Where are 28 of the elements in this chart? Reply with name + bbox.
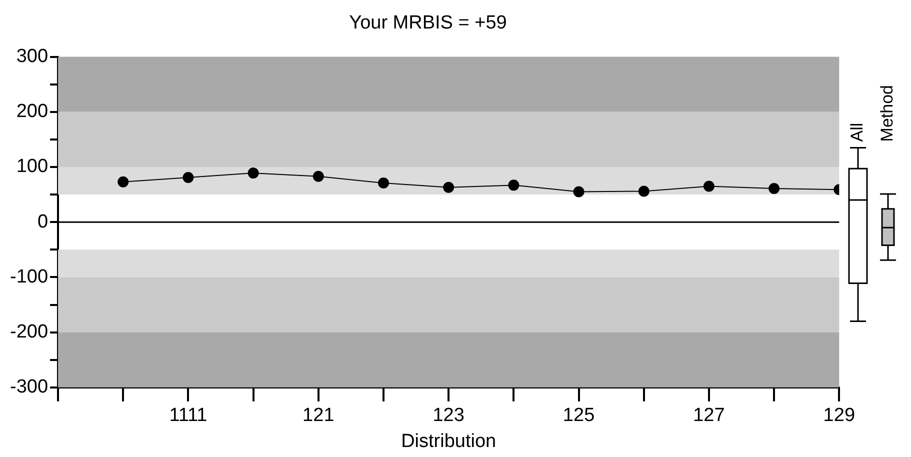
y-tick-label: -200 — [10, 322, 48, 343]
point — [703, 180, 714, 192]
y-tick-label: 0 — [37, 211, 48, 232]
point — [248, 168, 259, 179]
x-tick-label: 125 — [562, 405, 595, 426]
chart-title: Your MRBIS = +59 — [349, 12, 507, 34]
x-tick-label: All — [848, 122, 867, 142]
point — [573, 186, 584, 198]
y-tick-label: -100 — [10, 266, 48, 288]
point — [378, 177, 389, 188]
y-tick-label: -300 — [10, 376, 48, 398]
x-tick-label: 1111 — [169, 405, 208, 426]
y-tick-label: 300 — [16, 46, 48, 68]
x-axis-title: Distribution — [401, 430, 496, 452]
x-tick-label: 129 — [823, 405, 855, 426]
x-tick-label: 127 — [693, 405, 725, 426]
point — [182, 172, 194, 183]
point — [508, 180, 520, 191]
x-tick-label: 123 — [432, 405, 464, 426]
point — [768, 182, 780, 194]
y-tick-label: 100 — [16, 156, 48, 178]
point — [443, 182, 454, 193]
point — [118, 176, 129, 188]
x-tick-label: Method — [878, 85, 897, 142]
point — [638, 186, 650, 197]
y-tick-label: 200 — [16, 101, 48, 122]
x-tick-label: 121 — [302, 405, 334, 426]
point — [312, 170, 324, 182]
